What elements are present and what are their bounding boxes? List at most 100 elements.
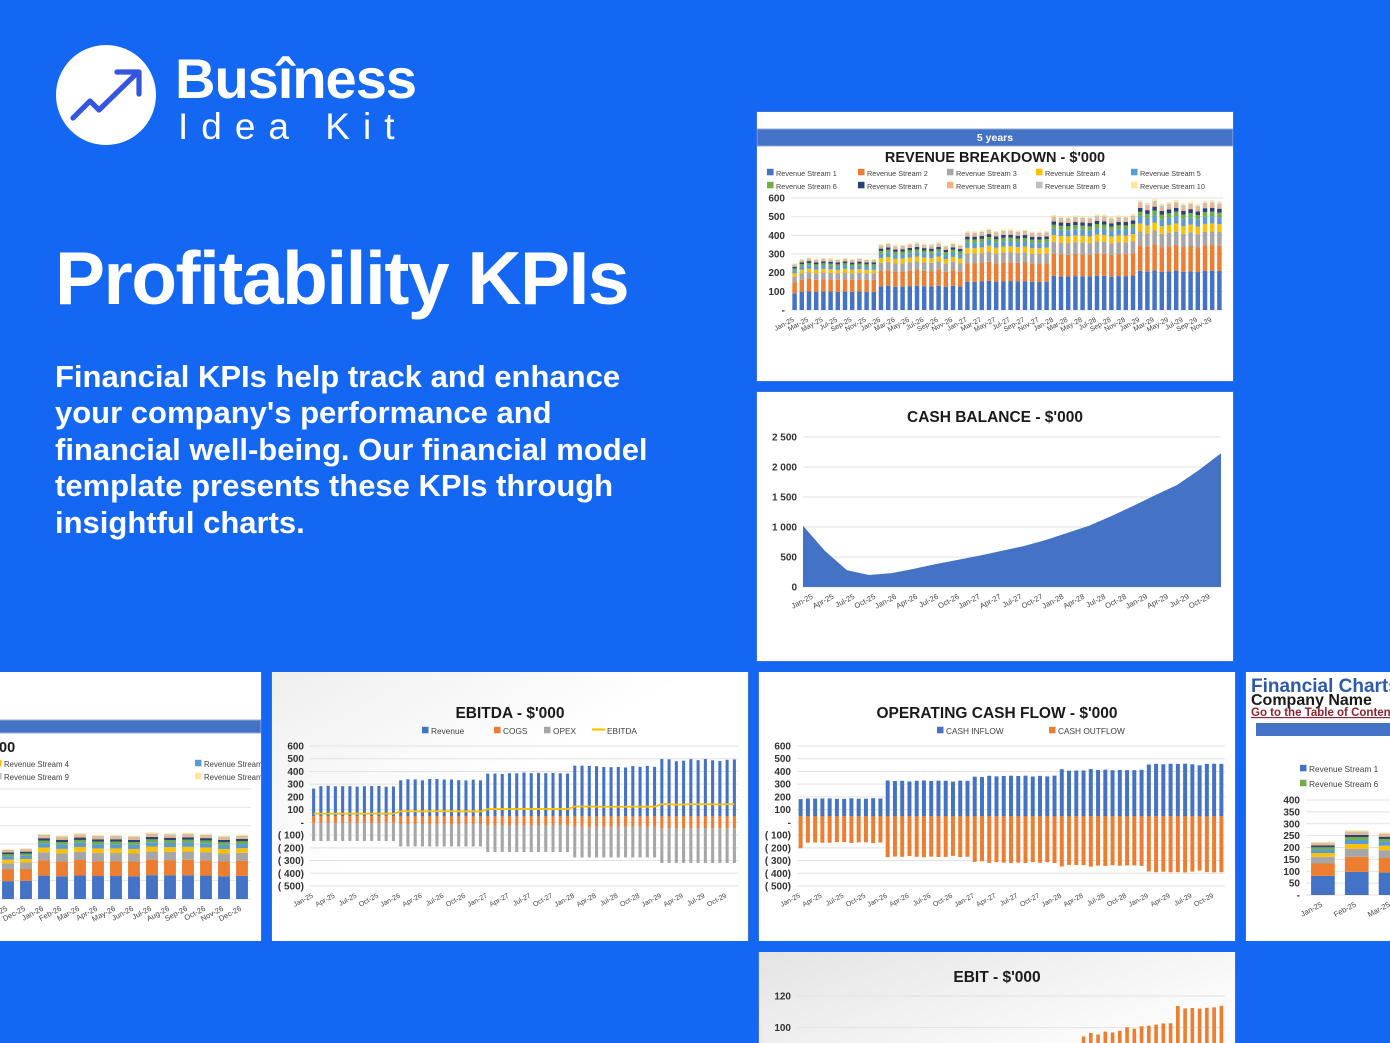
svg-text:Jan-29: Jan-29: [1128, 893, 1150, 909]
svg-text:OPERATING CASH FLOW - $'000: OPERATING CASH FLOW - $'000: [876, 705, 1117, 722]
svg-text:500: 500: [768, 212, 785, 223]
svg-text:Oct-29: Oct-29: [1193, 893, 1215, 909]
svg-text:500: 500: [780, 553, 797, 564]
svg-text:( 100): ( 100): [765, 831, 791, 842]
svg-text:Jul-25: Jul-25: [825, 893, 845, 908]
svg-text:( 200): ( 200): [278, 843, 304, 854]
svg-text:250: 250: [1283, 831, 1300, 842]
svg-text:1 000: 1 000: [772, 523, 797, 534]
svg-text:EBITDA: EBITDA: [607, 726, 637, 736]
svg-text:400: 400: [768, 231, 785, 242]
svg-text:Revenue Stream 3: Revenue Stream 3: [956, 169, 1017, 178]
svg-text:REVENUE BREAKDOWN - $'000: REVENUE BREAKDOWN - $'000: [0, 740, 15, 756]
svg-text:200: 200: [768, 268, 785, 279]
svg-text:350: 350: [1283, 807, 1300, 818]
svg-text:Jan-28: Jan-28: [1041, 893, 1063, 909]
svg-text:Revenue Stream 4: Revenue Stream 4: [1045, 169, 1106, 178]
svg-text:2 000: 2 000: [772, 463, 797, 474]
svg-text:Jul-29: Jul-29: [1173, 893, 1193, 908]
svg-text:Apr-25: Apr-25: [801, 893, 823, 909]
svg-text:Oct-25: Oct-25: [845, 893, 867, 909]
svg-text:Jan-25: Jan-25: [779, 893, 801, 909]
svg-text:50: 50: [1289, 879, 1301, 890]
svg-text:Revenue Stream 10: Revenue Stream 10: [1140, 182, 1205, 191]
svg-text:Jan-27: Jan-27: [953, 893, 975, 909]
svg-text:Mar-25: Mar-25: [1366, 900, 1390, 919]
svg-text:( 400): ( 400): [765, 869, 791, 880]
svg-text:Revenue Stream 5: Revenue Stream 5: [204, 760, 261, 769]
svg-text:100: 100: [774, 805, 791, 816]
svg-text:300: 300: [768, 250, 785, 261]
svg-text:Apr-26: Apr-26: [895, 592, 919, 611]
svg-text:( 500): ( 500): [765, 882, 791, 893]
svg-text:( 300): ( 300): [765, 856, 791, 867]
svg-text:Revenue Stream 4: Revenue Stream 4: [4, 760, 70, 769]
svg-text:EBIT - $'000: EBIT - $'000: [953, 969, 1040, 986]
svg-text:Revenue Stream 1: Revenue Stream 1: [1309, 764, 1379, 774]
svg-text:( 500): ( 500): [278, 882, 304, 893]
svg-text:600: 600: [768, 194, 785, 205]
svg-text:CASH INFLOW: CASH INFLOW: [946, 726, 1004, 736]
svg-text:Oct-29: Oct-29: [1187, 592, 1211, 611]
svg-text:5 years: 5 years: [977, 132, 1013, 144]
svg-text:500: 500: [287, 754, 304, 765]
svg-text:Apr-27: Apr-27: [978, 592, 1002, 611]
svg-text:Revenue Stream 2: Revenue Stream 2: [867, 169, 928, 178]
svg-text:Oct-27: Oct-27: [1019, 893, 1041, 909]
svg-text:2 500: 2 500: [772, 433, 797, 444]
svg-text:300: 300: [774, 780, 791, 791]
svg-text:150: 150: [1283, 855, 1300, 866]
svg-text:100: 100: [768, 287, 785, 298]
svg-text:0: 0: [791, 583, 797, 594]
svg-text:300: 300: [287, 780, 304, 791]
svg-text:Jan-25: Jan-25: [1299, 900, 1324, 919]
svg-text:Jul-25: Jul-25: [834, 592, 856, 610]
svg-text:REVENUE BREAKDOWN - $'000: REVENUE BREAKDOWN - $'000: [885, 150, 1105, 166]
svg-text:Jul-26: Jul-26: [912, 893, 932, 908]
svg-text:500: 500: [774, 754, 791, 765]
svg-text:1 500: 1 500: [772, 493, 797, 504]
svg-text:Revenue Stream 10: Revenue Stream 10: [204, 773, 261, 782]
svg-text:Oct-28: Oct-28: [1104, 592, 1128, 611]
svg-text:200: 200: [1283, 843, 1300, 854]
svg-text:-: -: [788, 818, 791, 829]
svg-text:100: 100: [1283, 867, 1300, 878]
svg-text:120: 120: [774, 992, 791, 1003]
svg-text:Jul-27: Jul-27: [1001, 592, 1023, 610]
svg-text:Oct-25: Oct-25: [853, 592, 877, 611]
svg-text:600: 600: [287, 742, 304, 753]
svg-text:CASH OUTFLOW: CASH OUTFLOW: [1058, 726, 1125, 736]
svg-text:-: -: [782, 306, 785, 317]
svg-text:Apr-28: Apr-28: [1063, 893, 1085, 909]
svg-text:Jul-27: Jul-27: [999, 893, 1019, 908]
svg-text:100: 100: [287, 805, 304, 816]
svg-text:Revenue: Revenue: [431, 726, 465, 736]
svg-text:Revenue Stream 7: Revenue Stream 7: [867, 182, 928, 191]
svg-text:Revenue Stream 6: Revenue Stream 6: [776, 182, 837, 191]
svg-text:Apr-25: Apr-25: [811, 592, 835, 611]
svg-text:Apr-26: Apr-26: [889, 893, 911, 909]
svg-text:Jan-28: Jan-28: [1040, 592, 1065, 611]
svg-text:Jan-29: Jan-29: [1124, 592, 1149, 611]
svg-text:-: -: [301, 818, 304, 829]
svg-text:Jan-26: Jan-26: [873, 592, 898, 611]
svg-text:OPEX: OPEX: [553, 726, 577, 736]
svg-text:( 400): ( 400): [278, 869, 304, 880]
svg-text:Go to the Table of Contents: Go to the Table of Contents: [1251, 707, 1390, 719]
svg-text:( 100): ( 100): [278, 831, 304, 842]
svg-text:( 300): ( 300): [278, 856, 304, 867]
svg-text:Jan-27: Jan-27: [957, 592, 982, 611]
svg-text:100: 100: [774, 1023, 791, 1034]
svg-text:200: 200: [774, 792, 791, 803]
svg-text:Oct-26: Oct-26: [936, 592, 960, 611]
svg-text:Revenue Stream 6: Revenue Stream 6: [1309, 779, 1379, 789]
svg-text:Jul-28: Jul-28: [1084, 592, 1106, 610]
svg-text:600: 600: [774, 742, 791, 753]
svg-text:Apr-28: Apr-28: [1062, 592, 1086, 611]
svg-text:Oct-27: Oct-27: [1020, 592, 1044, 611]
svg-text:Revenue Stream 9: Revenue Stream 9: [4, 773, 69, 782]
svg-text:Revenue Stream 1: Revenue Stream 1: [776, 169, 837, 178]
svg-text:( 200): ( 200): [765, 843, 791, 854]
svg-text:EBITDA - $'000: EBITDA - $'000: [455, 705, 564, 722]
svg-text:Feb-25: Feb-25: [1332, 900, 1357, 919]
